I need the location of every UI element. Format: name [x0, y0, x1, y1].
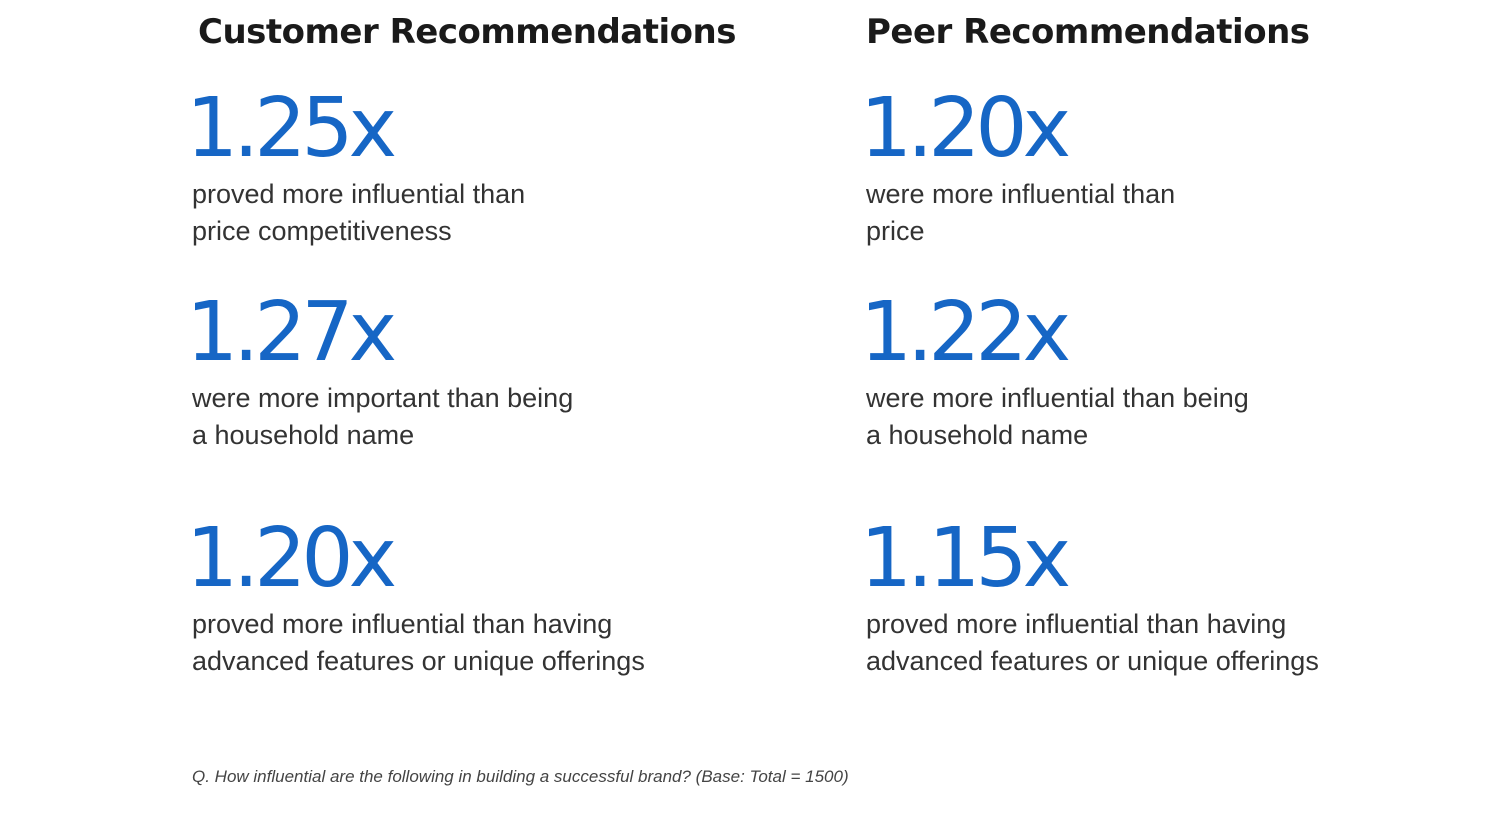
stat-value: 1.20x	[860, 81, 1071, 176]
stat-description-line: proved more influential than having	[192, 609, 613, 639]
stat-description-line: proved more influential than	[192, 179, 526, 209]
stat-description-line: a household name	[866, 420, 1089, 450]
stat-value: 1.15x	[860, 511, 1071, 606]
stat-value: 1.25x	[186, 81, 397, 176]
customer-stat-features: 1.20x proved more influential than havin…	[186, 518, 792, 680]
survey-footnote: Q. How influential are the following in …	[192, 767, 849, 786]
stat-value: 1.27x	[186, 285, 397, 380]
stat-description: were more influential than price	[866, 176, 1466, 250]
stat-description-line: were more influential than	[866, 179, 1176, 209]
stat-description: proved more influential than price compe…	[192, 176, 792, 250]
peer-stat-features: 1.15x proved more influential than havin…	[860, 518, 1466, 680]
stat-description-line: were more important than being	[192, 383, 574, 413]
customer-stat-household-name: 1.27x were more important than being a h…	[186, 292, 792, 454]
peer-stat-price: 1.20x were more influential than price	[860, 88, 1466, 250]
stat-description-line: proved more influential than having	[866, 609, 1287, 639]
stat-description-line: were more influential than being	[866, 383, 1249, 413]
stat-description-line: a household name	[192, 420, 415, 450]
stat-description: were more influential than being a house…	[866, 380, 1466, 454]
stat-value: 1.20x	[186, 511, 397, 606]
stat-description-line: price competitiveness	[192, 216, 452, 246]
stat-value: 1.22x	[860, 285, 1071, 380]
customer-stat-price: 1.25x proved more influential than price…	[186, 88, 792, 250]
customer-recommendations-heading: Customer Recommendations	[198, 12, 736, 52]
stat-description-line: advanced features or unique offerings	[192, 646, 645, 676]
peer-stat-household-name: 1.22x were more influential than being a…	[860, 292, 1466, 454]
stat-description: were more important than being a househo…	[192, 380, 792, 454]
stat-description-line: advanced features or unique offerings	[866, 646, 1319, 676]
stat-description: proved more influential than having adva…	[866, 606, 1466, 680]
stat-description: proved more influential than having adva…	[192, 606, 792, 680]
peer-recommendations-heading: Peer Recommendations	[866, 12, 1310, 52]
stat-description-line: price	[866, 216, 925, 246]
